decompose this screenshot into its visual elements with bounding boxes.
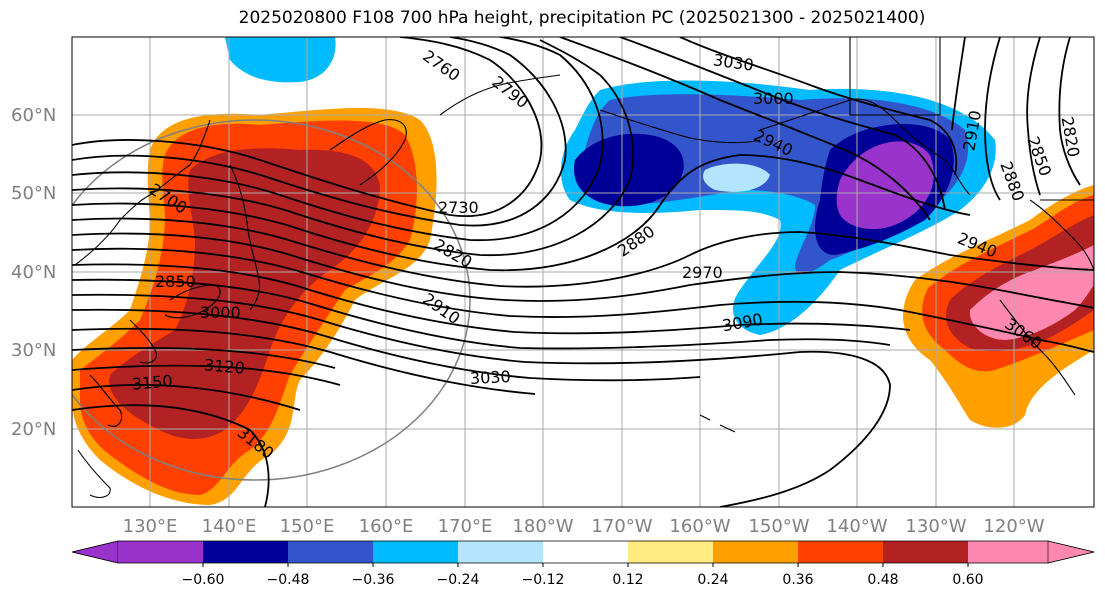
colorbar-tick-label: 0.48 [867,572,898,588]
negative-anomaly-region [225,37,996,335]
colorbar-segment [968,541,1048,563]
colorbar-tick-label: 0.24 [697,572,728,588]
colorbar-tick-label: −0.12 [522,572,565,588]
lat-label: 60°N [11,105,56,126]
pc-band-lt--0.60 [836,141,934,230]
pc-band--0.24--0.12-patch [703,163,770,192]
map-border [71,36,1095,508]
contour-label: 3030 [470,367,512,388]
lon-label: 180°W [512,516,573,537]
contour-label: 2850 [155,272,196,291]
lon-label: 130°E [123,516,178,537]
lat-label: 30°N [11,340,56,361]
colorbar-outline [71,540,1095,564]
colorbar-tick-label: −0.36 [352,572,395,588]
colorbar-segment [373,541,458,563]
lon-label: 160°E [359,516,414,537]
colorbar-tick-label: 0.60 [952,572,983,588]
colorbar-segment [203,541,288,563]
contour-label: 3150 [131,371,173,393]
colorbar-segment [118,541,203,563]
colorbar-segment [713,541,798,563]
pc-band--0.36--0.24-top [225,37,336,83]
colorbar-tick-label: −0.24 [437,572,480,588]
lon-label: 150°W [748,516,809,537]
colorbar-segment [458,541,543,563]
lon-label: 170°W [591,516,652,537]
colorbar: −0.60 −0.48 −0.36 −0.24 −0.12 0.12 0.24 … [71,540,1095,588]
colorbar-tick-label: 0.12 [612,572,643,588]
colorbar-segment [288,541,373,563]
lat-label: 40°N [11,262,56,283]
lon-label: 150°E [280,516,335,537]
contour-label: 3000 [200,303,241,322]
region-outline [72,119,471,481]
contour-label: 3000 [753,89,794,108]
colorbar-segment [883,541,968,563]
longitude-labels: 130°E 140°E 150°E 160°E 170°E 180°W 170°… [123,516,1045,537]
lon-label: 130°W [905,516,966,537]
colorbar-extend-high [1047,540,1095,564]
lat-label: 50°N [11,183,56,204]
lon-label: 160°W [669,516,730,537]
colorbar-extend-low [71,540,119,564]
contour-label: 3120 [203,355,245,377]
lat-label: 20°N [11,419,56,440]
colorbar-tick-label: 0.36 [782,572,813,588]
lon-label: 170°E [438,516,493,537]
lon-label: 120°W [983,516,1044,537]
colorbar-tick-label: −0.60 [182,572,225,588]
colorbar-segment [798,541,883,563]
latitude-labels: 60°N 50°N 40°N 30°N 20°N [11,105,56,440]
contour-label: 2730 [438,198,479,217]
lon-label: 140°W [826,516,887,537]
height-contours [72,37,1094,507]
colorbar-segment [543,541,628,563]
map-panel: 2760 2790 3030 3000 2940 2910 2850 2880 … [72,37,1094,507]
colorbar-segment [628,541,713,563]
coastlines [74,37,1094,498]
colorbar-tick-label: −0.48 [267,572,310,588]
contour-label: 2970 [682,263,723,282]
map-title: 2025020800 F108 700 hPa height, precipit… [238,8,926,28]
lon-label: 140°E [202,516,257,537]
